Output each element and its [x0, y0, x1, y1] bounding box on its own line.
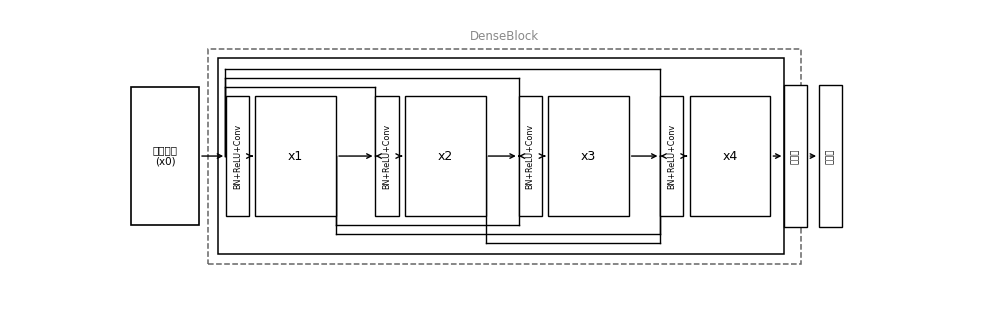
- Text: 转换层: 转换层: [826, 148, 835, 164]
- Bar: [218, 58, 784, 254]
- Text: x2: x2: [438, 150, 453, 163]
- Bar: [819, 85, 842, 227]
- Text: 输入图像
(x0): 输入图像 (x0): [153, 145, 178, 167]
- Text: BN+ReLU+Conv: BN+ReLU+Conv: [382, 124, 391, 188]
- Text: BN+ReLU+Conv: BN+ReLU+Conv: [233, 124, 242, 188]
- Text: x4: x4: [722, 150, 738, 163]
- Bar: [519, 96, 542, 216]
- Text: BN+ReLU+Conv: BN+ReLU+Conv: [667, 124, 676, 188]
- Text: DenseBlock: DenseBlock: [470, 30, 539, 43]
- Bar: [660, 96, 683, 216]
- Bar: [208, 49, 801, 264]
- Bar: [784, 85, 807, 227]
- Text: 转换层: 转换层: [791, 148, 800, 164]
- Bar: [405, 96, 486, 216]
- Bar: [255, 96, 336, 216]
- Text: BN+ReLU+Conv: BN+ReLU+Conv: [526, 124, 535, 188]
- Bar: [375, 96, 399, 216]
- Text: x1: x1: [288, 150, 303, 163]
- Bar: [548, 96, 629, 216]
- Bar: [131, 87, 199, 225]
- Text: x3: x3: [581, 150, 596, 163]
- Bar: [226, 96, 249, 216]
- Bar: [690, 96, 770, 216]
